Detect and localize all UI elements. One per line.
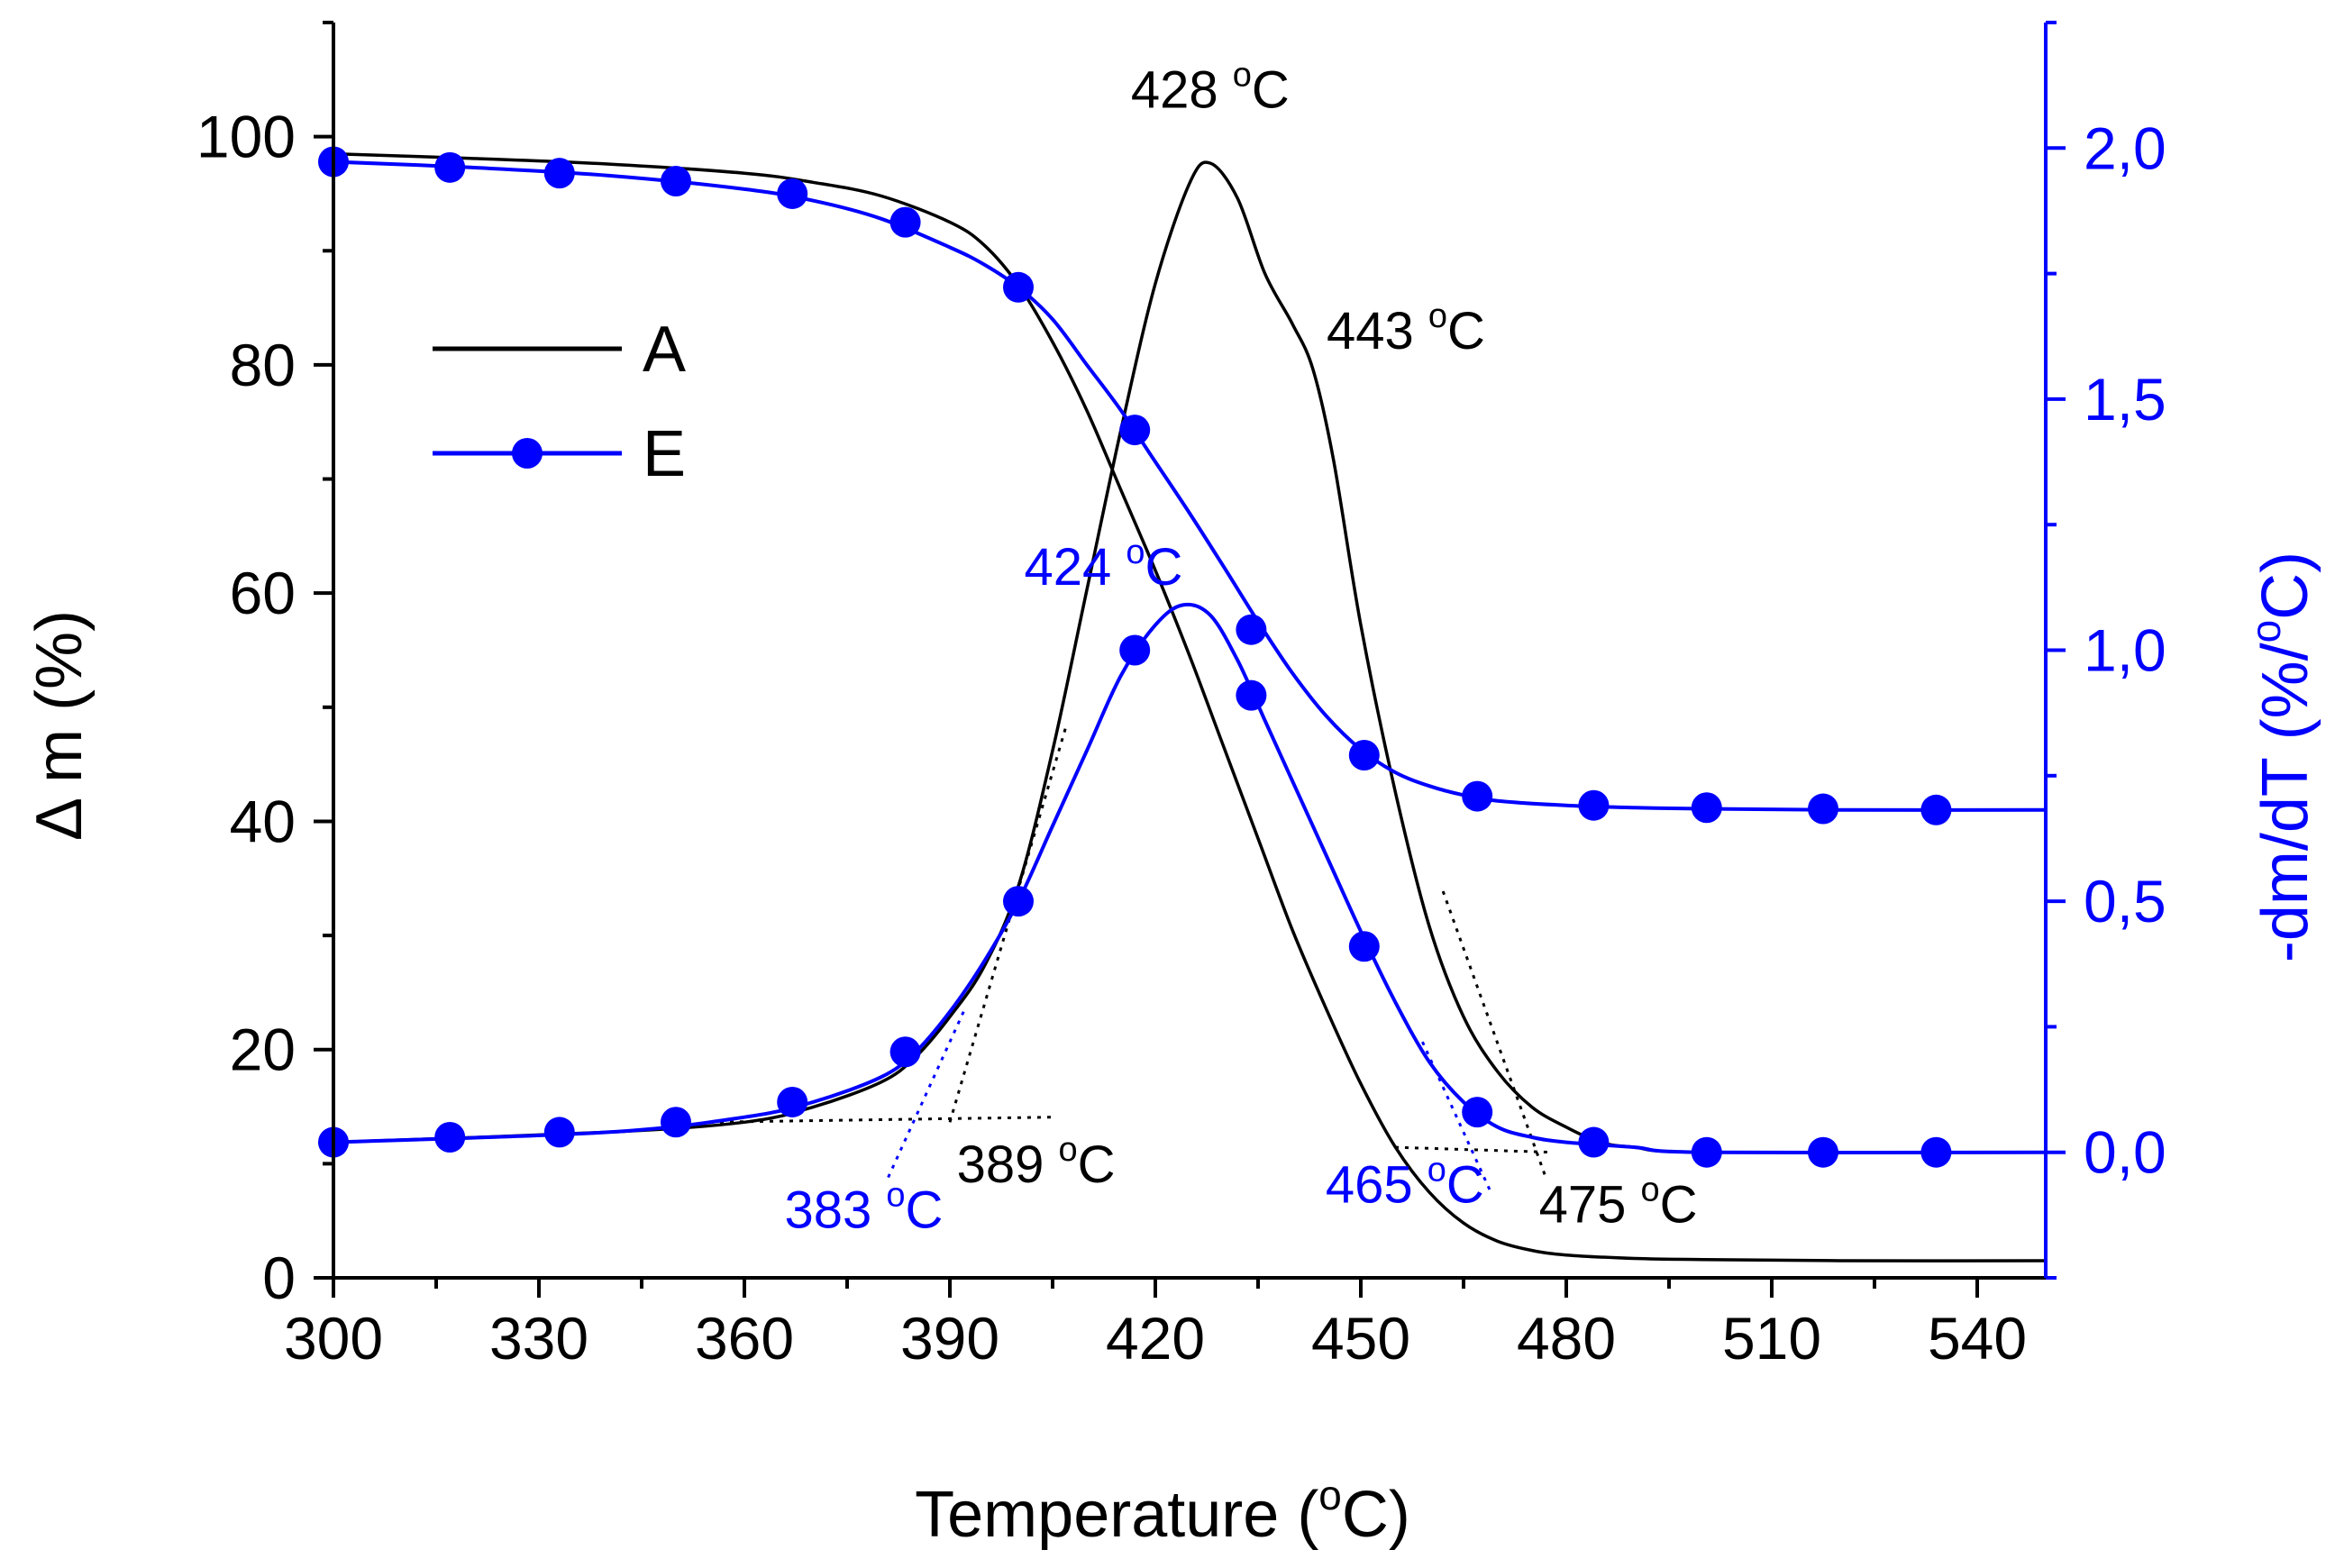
series-e-dtg-point [661,1107,691,1138]
series-e-mass-line [333,160,2047,812]
annotation-0: 428 oC [1131,57,1290,120]
series-e-mass-point [1462,780,1493,812]
y-right-tick-label: 0,5 [2084,868,2166,934]
annotation-1: 443 oC [1327,297,1485,360]
series-e-mass-point [1003,271,1034,303]
legend-label-a: A [643,314,686,386]
series-e-mass-point [434,151,466,183]
series-e-mass-point [543,158,575,189]
x-axis-title-end: C) [1342,1479,1410,1551]
series-e-dtg-point [1920,1136,1952,1168]
series-e-mass-point [889,206,921,238]
series-e-mass-point [1808,793,1838,825]
tangent-line-0 [709,1116,1053,1124]
legend-marker-e [512,438,543,469]
x-tick-label: 330 [489,1305,588,1372]
x-tick-label: 450 [1311,1305,1410,1372]
series-e-mass-point [661,166,691,197]
series-e-mass-point [1920,794,1952,825]
y-axis-right-title: -dm/dT (%/oC) [2242,552,2321,962]
annotation-2: 424 oC [1024,533,1182,597]
x-axis-title-main: Temperature ( [915,1479,1318,1551]
series-e-dtg-point [889,1036,921,1068]
series-e-dtg-point [1808,1136,1838,1168]
series-e-dtg-point [777,1086,808,1117]
series-e-dtg-point [434,1121,466,1153]
series-e-mass-point [777,178,808,209]
y-left-tick-label: 0 [262,1244,296,1311]
x-tick-label: 540 [1928,1305,2027,1372]
series-e-dtg-point [1119,634,1151,666]
y-right-tick-label: 0,0 [2084,1119,2166,1186]
x-tick-label: 390 [900,1305,999,1372]
series-a-mass-line [333,151,2047,1263]
x-tick-label: 300 [284,1305,383,1372]
series-e-dtg-point [1462,1097,1493,1128]
series-e-mass-point [1691,792,1722,824]
series-e-dtg-point [1236,679,1267,711]
series-e-dtg-line [333,602,2047,1155]
series-e-dtg-point [1578,1126,1610,1158]
y-axis-right-title-sup: o [2242,620,2289,643]
tangent-line-3 [1394,1145,1553,1154]
x-axis-title-sup: o [1318,1472,1342,1518]
y-axis-left-title: Δ m (%) [23,610,96,841]
series-e-mass-point [1236,614,1267,645]
y-axis-right-title-main: -dm/dT (%/ [2249,643,2321,962]
y-left-tick-label: 80 [230,332,296,398]
y-left-tick-label: 60 [230,560,296,626]
annotation-5: 465 oC [1326,1151,1484,1214]
series-e-dtg-point [1003,886,1034,917]
y-left-tick-label: 100 [196,104,296,170]
series-e-dtg-point [543,1117,575,1148]
annotation-4: 383 oC [784,1176,943,1239]
y-axis-right-title-end: C) [2249,552,2321,620]
x-tick-label: 480 [1517,1305,1616,1372]
legend-label-e: E [643,418,686,490]
x-tick-label: 510 [1722,1305,1821,1372]
y-right-tick-label: 2,0 [2084,114,2166,181]
series-e-dtg-point [1691,1136,1722,1168]
y-left-tick-label: 40 [230,788,296,854]
series-e-dtg-point [1348,931,1380,962]
y-left-tick-label: 20 [230,1016,296,1083]
annotation-6: 475 oC [1539,1171,1698,1235]
tangent-line-2 [887,1011,965,1179]
annotation-3: 389 oC [957,1131,1116,1194]
series-e-mass-point [1119,415,1151,446]
legend: A E [433,314,686,490]
tangent-line-4 [1441,890,1547,1179]
y-right-tick-label: 1,0 [2084,617,2166,684]
series-e-mass-point [1348,740,1380,771]
y-right-tick-label: 1,5 [2084,366,2166,433]
x-tick-label: 360 [695,1305,794,1372]
tangent-line-5 [1421,1041,1492,1193]
x-axis-title: Temperature (oC) [915,1472,1410,1551]
x-tick-label: 420 [1106,1305,1205,1372]
axes: 300 330 360 390 420 450 480 510 540 0 20 40 60 80 100 0… [196,21,2166,1372]
series-e-mass-point [1578,789,1610,821]
